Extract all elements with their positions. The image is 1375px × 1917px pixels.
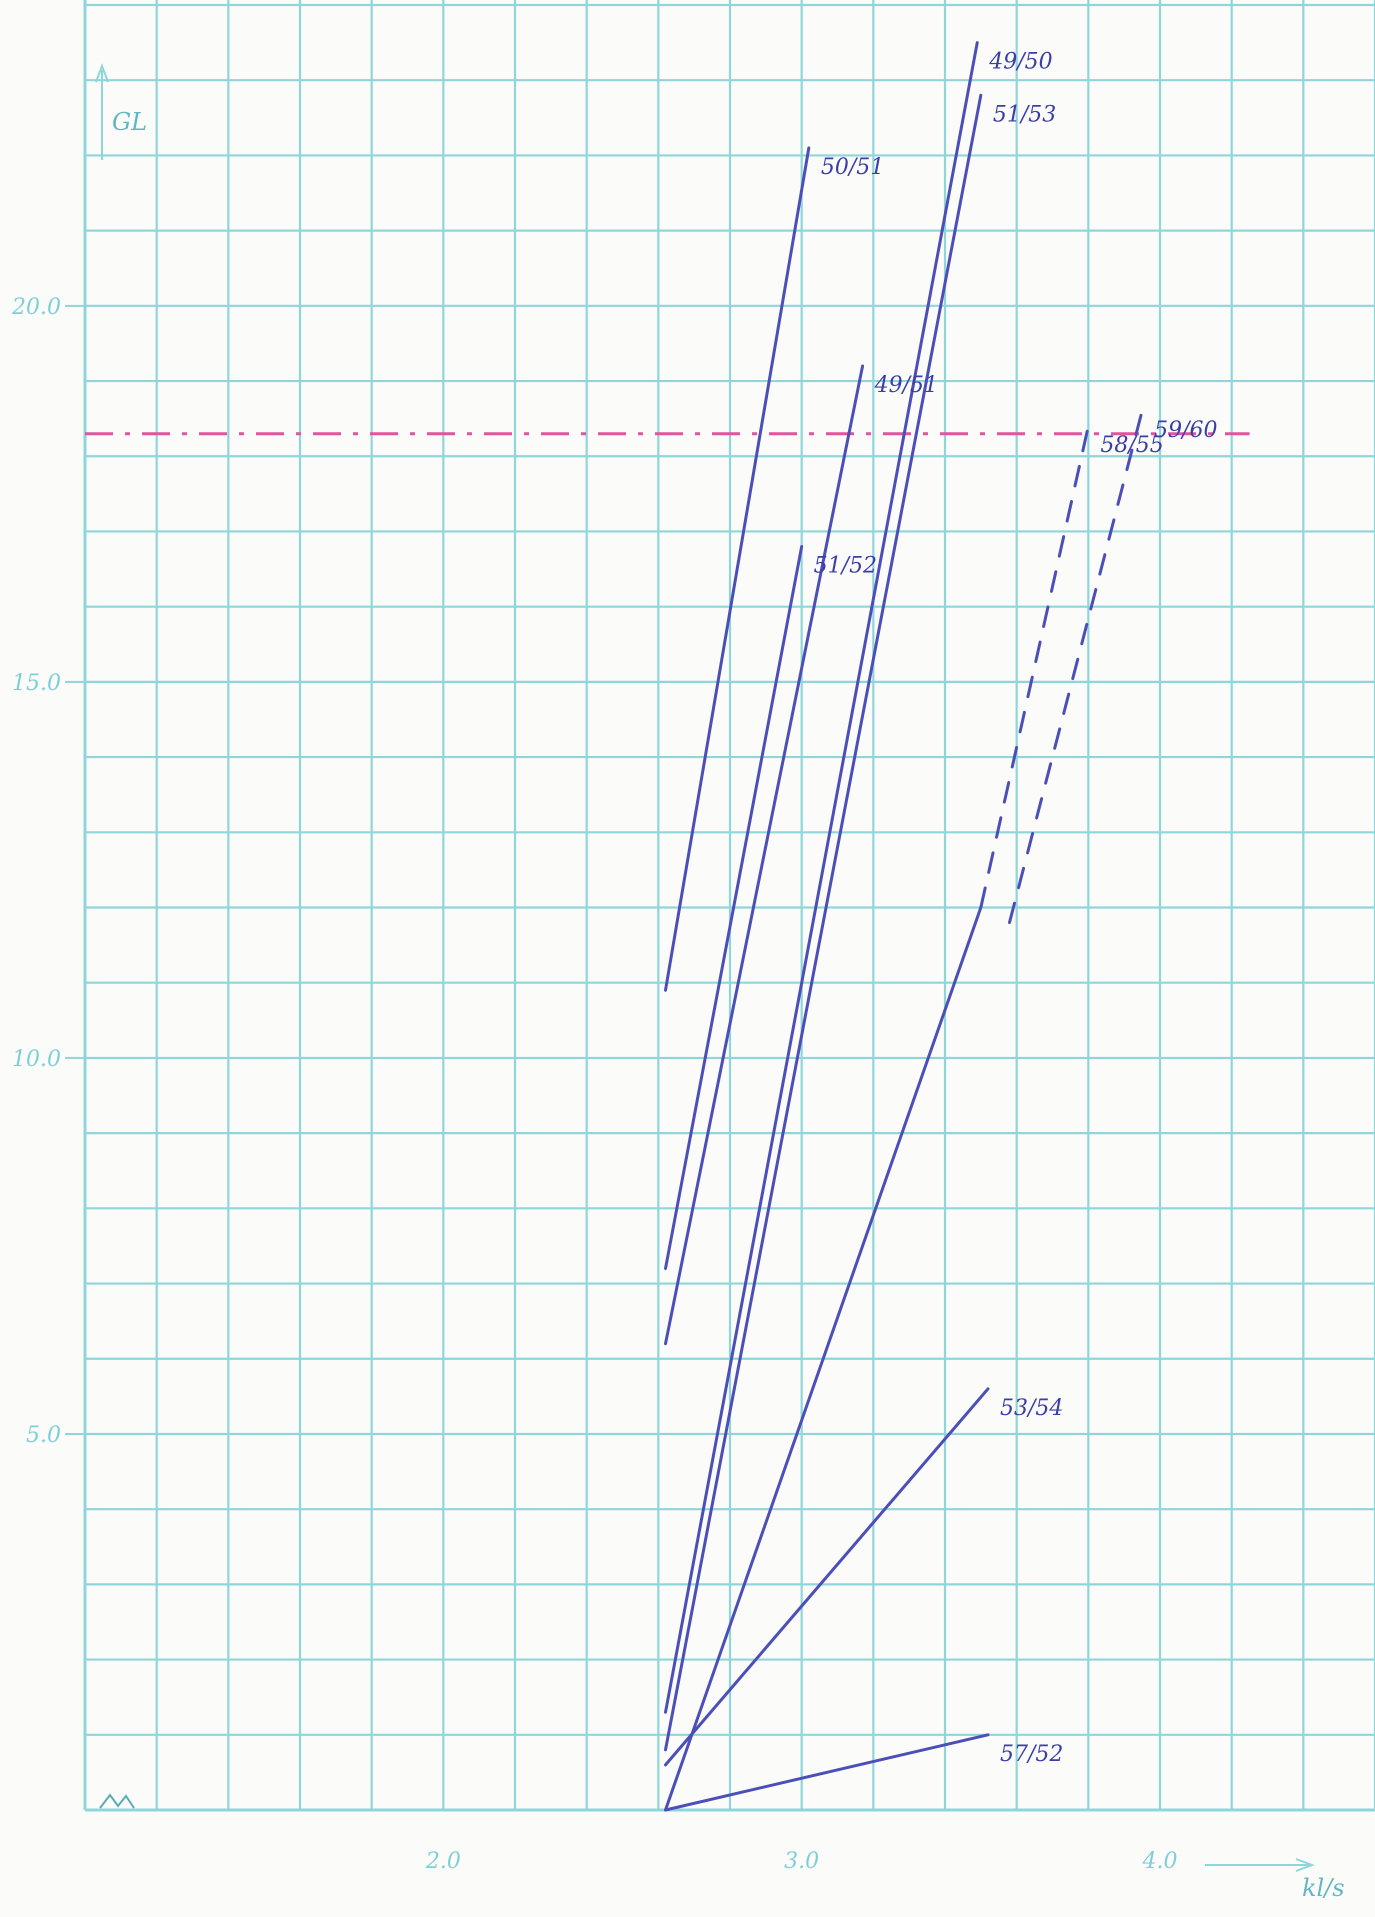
axis-labels: GL kl/s bbox=[112, 108, 1345, 1902]
series-label: 57/52 bbox=[1000, 1742, 1063, 1767]
y-tick-label: 20.0 bbox=[11, 295, 61, 320]
series-label: 50/51 bbox=[821, 155, 884, 180]
series-line bbox=[664, 364, 865, 1346]
y-axis-arrowhead bbox=[95, 63, 109, 83]
tick-labels: 5.0 10.0 15.0 20.0 2.0 3.0 4.0 bbox=[11, 295, 1177, 1874]
x-axis-label: kl/s bbox=[1302, 1874, 1345, 1902]
series-line bbox=[664, 146, 811, 992]
series-labels: 50/51 49/50 51/53 49/51 51/52 53/54 57/52 58/55… bbox=[814, 50, 1218, 1767]
x-tick-label: 2.0 bbox=[425, 1849, 461, 1874]
series-label: 51/52 bbox=[814, 554, 877, 579]
series-label: 58/55 bbox=[1100, 433, 1163, 458]
axis-break-mark bbox=[99, 1793, 135, 1809]
y-tick-label: 5.0 bbox=[26, 1423, 61, 1448]
series-layer bbox=[664, 41, 1144, 1812]
x-axis-arrowhead bbox=[1295, 1858, 1315, 1872]
series-line bbox=[664, 1733, 990, 1812]
axes bbox=[83, 0, 1375, 1872]
series-label: 51/53 bbox=[993, 102, 1056, 127]
series-line bbox=[664, 906, 983, 1812]
series-label: 49/51 bbox=[874, 373, 938, 398]
grid bbox=[83, 0, 1375, 1812]
series-label: 59/60 bbox=[1154, 418, 1217, 443]
x-tick-label: 3.0 bbox=[784, 1849, 819, 1874]
series-line bbox=[664, 1387, 990, 1767]
y-tick-label: 15.0 bbox=[12, 671, 61, 696]
series-label: 49/50 bbox=[988, 50, 1052, 75]
series-line bbox=[664, 93, 983, 1752]
series-line bbox=[979, 424, 1090, 909]
y-tick-label: 10.0 bbox=[12, 1047, 61, 1072]
series-line bbox=[664, 41, 979, 1714]
series-line bbox=[664, 545, 804, 1270]
series-label: 53/54 bbox=[1000, 1396, 1063, 1421]
series-line bbox=[1008, 409, 1144, 925]
x-tick-label: 4.0 bbox=[1142, 1849, 1178, 1874]
y-axis-label: GL bbox=[112, 108, 147, 136]
